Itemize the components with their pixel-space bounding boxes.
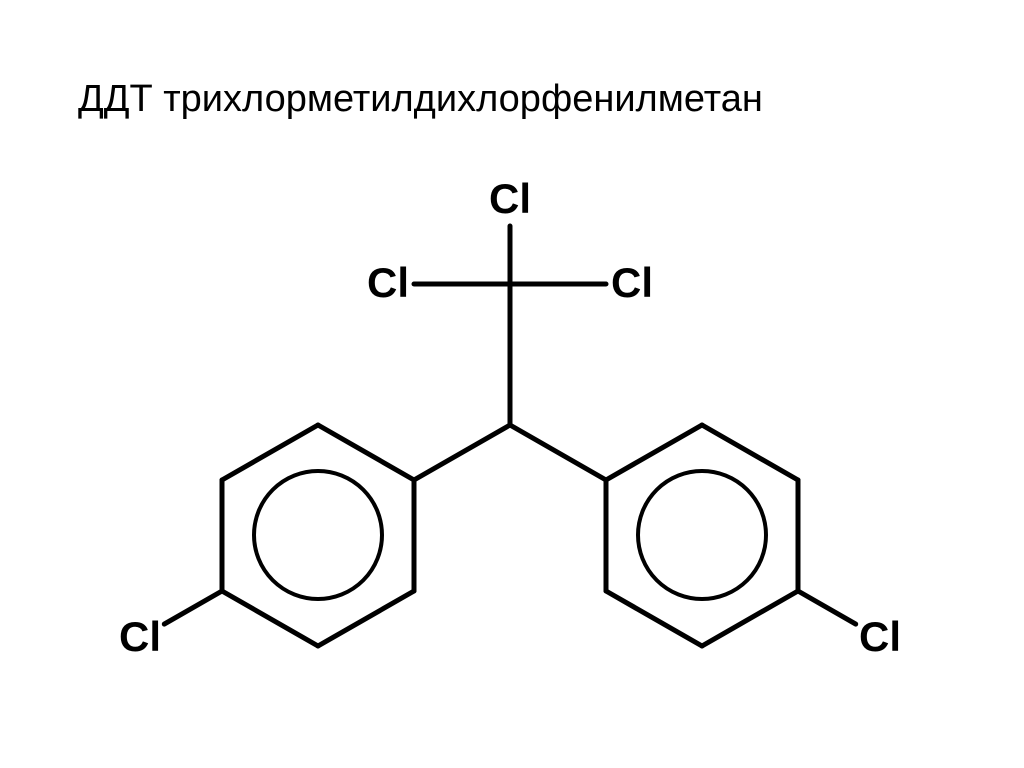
bond bbox=[164, 591, 222, 624]
atom-label-cl: Cl bbox=[367, 259, 409, 306]
aromatic-ring-circle bbox=[638, 471, 766, 599]
atom-label-cl: Cl bbox=[119, 613, 161, 660]
aromatic-ring-circle bbox=[254, 471, 382, 599]
bond bbox=[510, 425, 606, 480]
bond bbox=[798, 591, 856, 624]
atom-label-cl: Cl bbox=[489, 175, 531, 222]
page-title: ДДТ трихлорметилдихлорфенилметан bbox=[78, 78, 763, 121]
atom-label-cl: Cl bbox=[611, 259, 653, 306]
atom-label-cl: Cl bbox=[859, 613, 901, 660]
bond bbox=[414, 425, 510, 480]
